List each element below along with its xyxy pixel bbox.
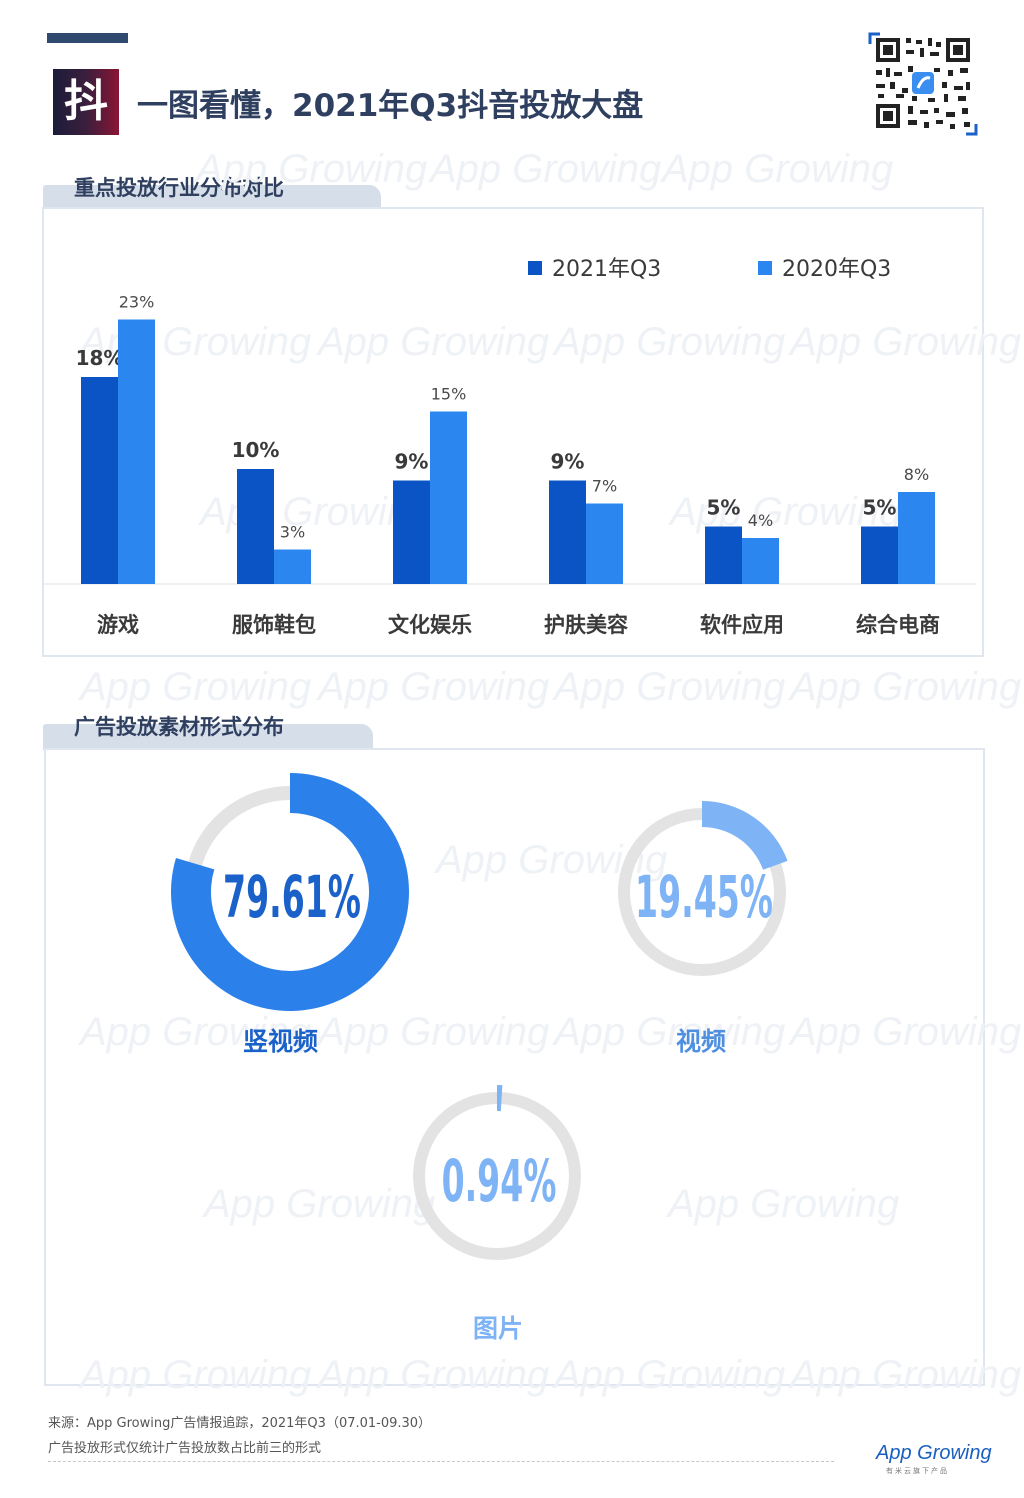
bar-value-label: 8% [904, 465, 929, 484]
x-tick-label: 服饰鞋包 [232, 613, 316, 637]
watermark: App Growing [554, 665, 786, 709]
bar-2020 [898, 492, 935, 584]
legend-label: 2020年Q3 [782, 257, 892, 282]
bar-2021 [81, 377, 118, 584]
footer-source: 来源：App Growing广告情报追踪，2021年Q3（07.01-09.30… [48, 1416, 432, 1431]
bar-value-label: 9% [395, 450, 429, 474]
bar-2020 [274, 549, 311, 584]
brand-tagline: 有米云旗下产品 [886, 1467, 949, 1475]
bar-value-label: 5% [707, 496, 741, 520]
donut-value-label: 79.61% [223, 864, 361, 931]
bar-value-label: 15% [431, 385, 467, 404]
section-title-format: 广告投放素材形式分布 [74, 715, 284, 739]
donut-slice [497, 1085, 503, 1112]
x-tick-label: 护肤美容 [544, 613, 628, 637]
donut-slice [702, 801, 788, 870]
page-title: 一图看懂，2021年Q3抖音投放大盘 [137, 88, 644, 124]
bar-2021 [549, 480, 586, 584]
donut-label-video: 视频 [676, 1027, 727, 1056]
bar-value-label: 10% [232, 438, 280, 462]
header-accent-bar [47, 33, 128, 43]
bar-value-label: 23% [119, 293, 155, 312]
legend-label: 2021年Q3 [552, 257, 662, 282]
legend-swatch-2020 [758, 261, 772, 275]
bar-value-label: 18% [76, 346, 124, 370]
bar-value-label: 4% [748, 511, 773, 530]
donut-label-vertical-video: 竖视频 [243, 1027, 319, 1056]
legend-swatch-2021 [528, 261, 542, 275]
watermark: App Growing [790, 665, 1022, 709]
bar-2021 [861, 526, 898, 584]
footer-divider [48, 1461, 834, 1462]
bar-value-label: 5% [863, 496, 897, 520]
x-tick-label: 软件应用 [700, 613, 784, 637]
bar-value-label: 9% [551, 450, 585, 474]
section-tab-format [43, 724, 373, 750]
bar-2021 [705, 526, 742, 584]
legend-item-2020: 2020年Q3 [758, 251, 891, 283]
format-donut-charts: 79.61% 19.45% 0.94% [171, 773, 788, 1260]
watermark: App Growing [80, 665, 312, 709]
donut-slice [171, 773, 409, 1011]
watermark: App Growing [318, 665, 550, 709]
x-tick-label: 游戏 [97, 613, 139, 637]
section-title-industry: 重点投放行业分布对比 [74, 176, 284, 200]
industry-chart-panel [42, 207, 984, 657]
bar-2020 [118, 319, 155, 584]
douyin-logo: 抖 [53, 69, 119, 135]
bar-value-label: 3% [280, 523, 305, 542]
qr-code-icon [868, 32, 978, 136]
bar-2020 [586, 503, 623, 584]
bar-2021 [237, 469, 274, 584]
x-tick-label: 综合电商 [856, 613, 940, 637]
bar-2020 [430, 411, 467, 584]
x-tick-label: 文化娱乐 [388, 613, 472, 637]
industry-bar-chart: 18% 23% 游戏 10% 3% 服饰鞋包 9% 15% 文化娱乐 9% 7% 护肤美容 5% 4% 软件… [44, 293, 976, 637]
donut-label-image: 图片 [473, 1314, 524, 1343]
section-tab-industry [43, 185, 381, 211]
footer-note: 广告投放形式仅统计广告投放数占比前三的形式 [48, 1441, 322, 1456]
legend-item-2021: 2021年Q3 [528, 251, 661, 283]
bar-2020 [742, 538, 779, 584]
donut-value-label: 0.94% [442, 1148, 557, 1215]
donut-value-label: 19.45% [635, 864, 773, 931]
bar-value-label: 7% [592, 477, 617, 496]
brand-logo: App Growing [876, 1442, 992, 1464]
bar-2021 [393, 480, 430, 584]
